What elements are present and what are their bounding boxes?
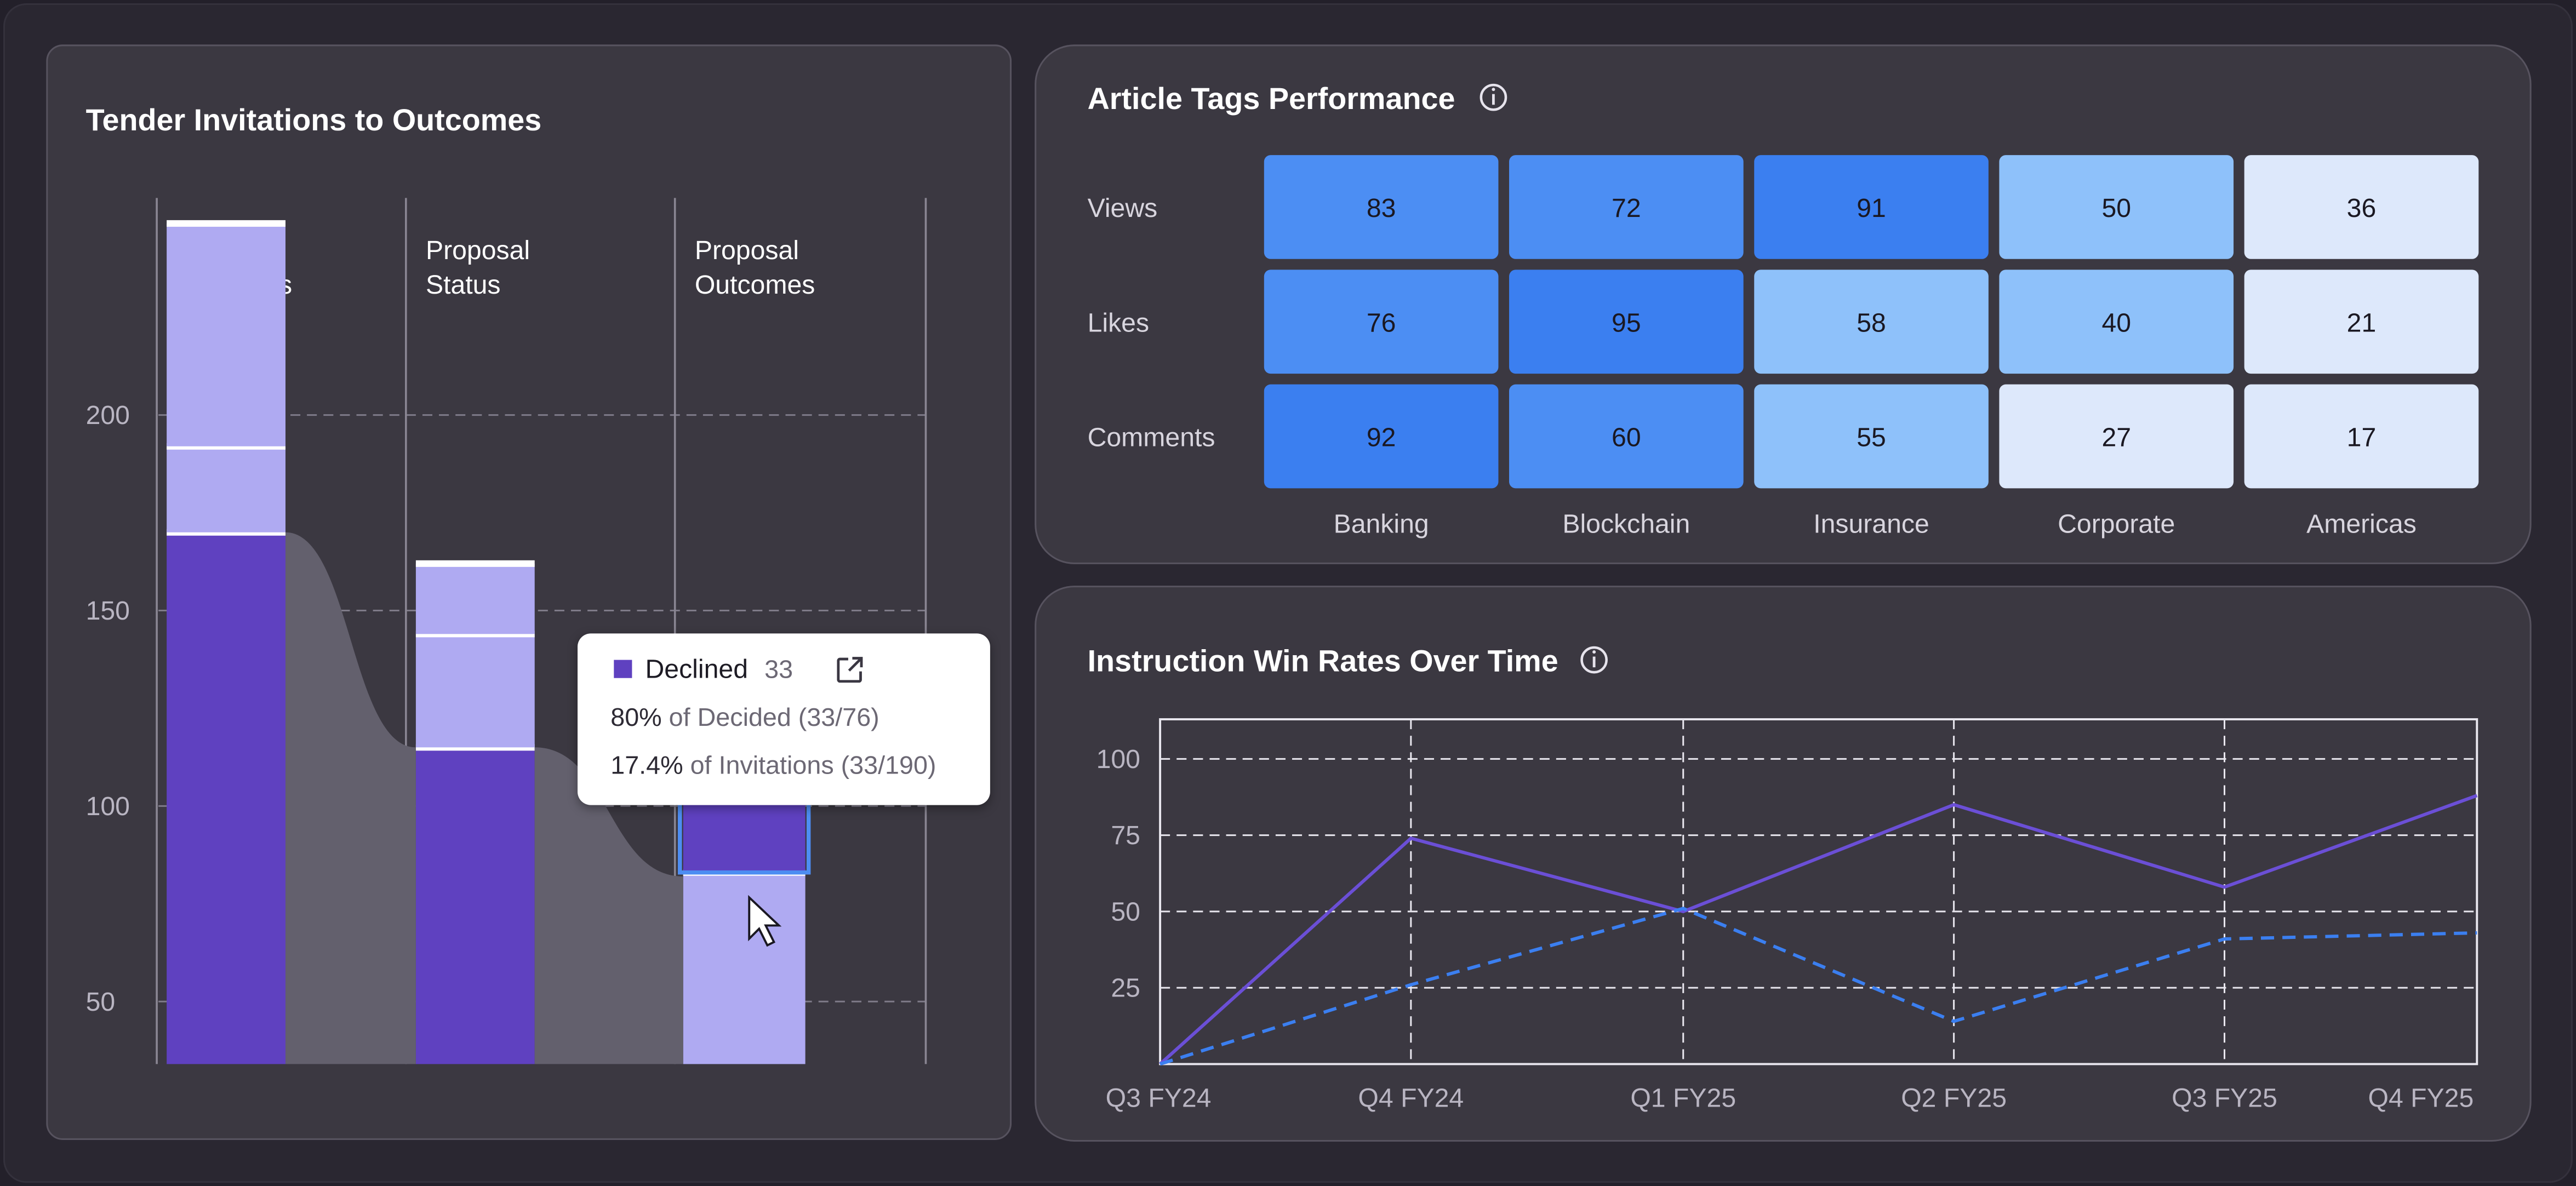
tooltip-invitations-pct: 17.4%: [610, 752, 683, 780]
tooltip-name: Declined: [645, 657, 748, 685]
y-tick-label: 50: [1111, 897, 1140, 926]
x-tick-label: Q4 FY25: [2368, 1084, 2474, 1113]
tooltip-decided-pct: 80%: [610, 704, 661, 732]
series-line: [1160, 795, 2477, 1064]
tooltip-count: 33: [764, 657, 793, 685]
x-tick-label: Q3 FY24: [1106, 1084, 1212, 1113]
plot-frame: [1160, 719, 2477, 1064]
x-tick-label: Q1 FY25: [1630, 1084, 1736, 1113]
legend-swatch: [614, 660, 632, 678]
x-tick-label: Q4 FY24: [1358, 1084, 1464, 1113]
series-line: [1160, 908, 2477, 1064]
tooltip-invitations-text: of Invitations (33/190): [683, 752, 936, 780]
x-tick-label: Q3 FY25: [2172, 1084, 2277, 1113]
y-tick-label: 75: [1111, 821, 1140, 850]
y-tick-label: 100: [1096, 744, 1140, 774]
x-tick-label: Q2 FY25: [1901, 1084, 2007, 1113]
external-link-icon[interactable]: [835, 655, 865, 685]
tooltip-decided-text: of Decided (33/76): [662, 704, 879, 732]
y-tick-label: 25: [1111, 973, 1140, 1003]
